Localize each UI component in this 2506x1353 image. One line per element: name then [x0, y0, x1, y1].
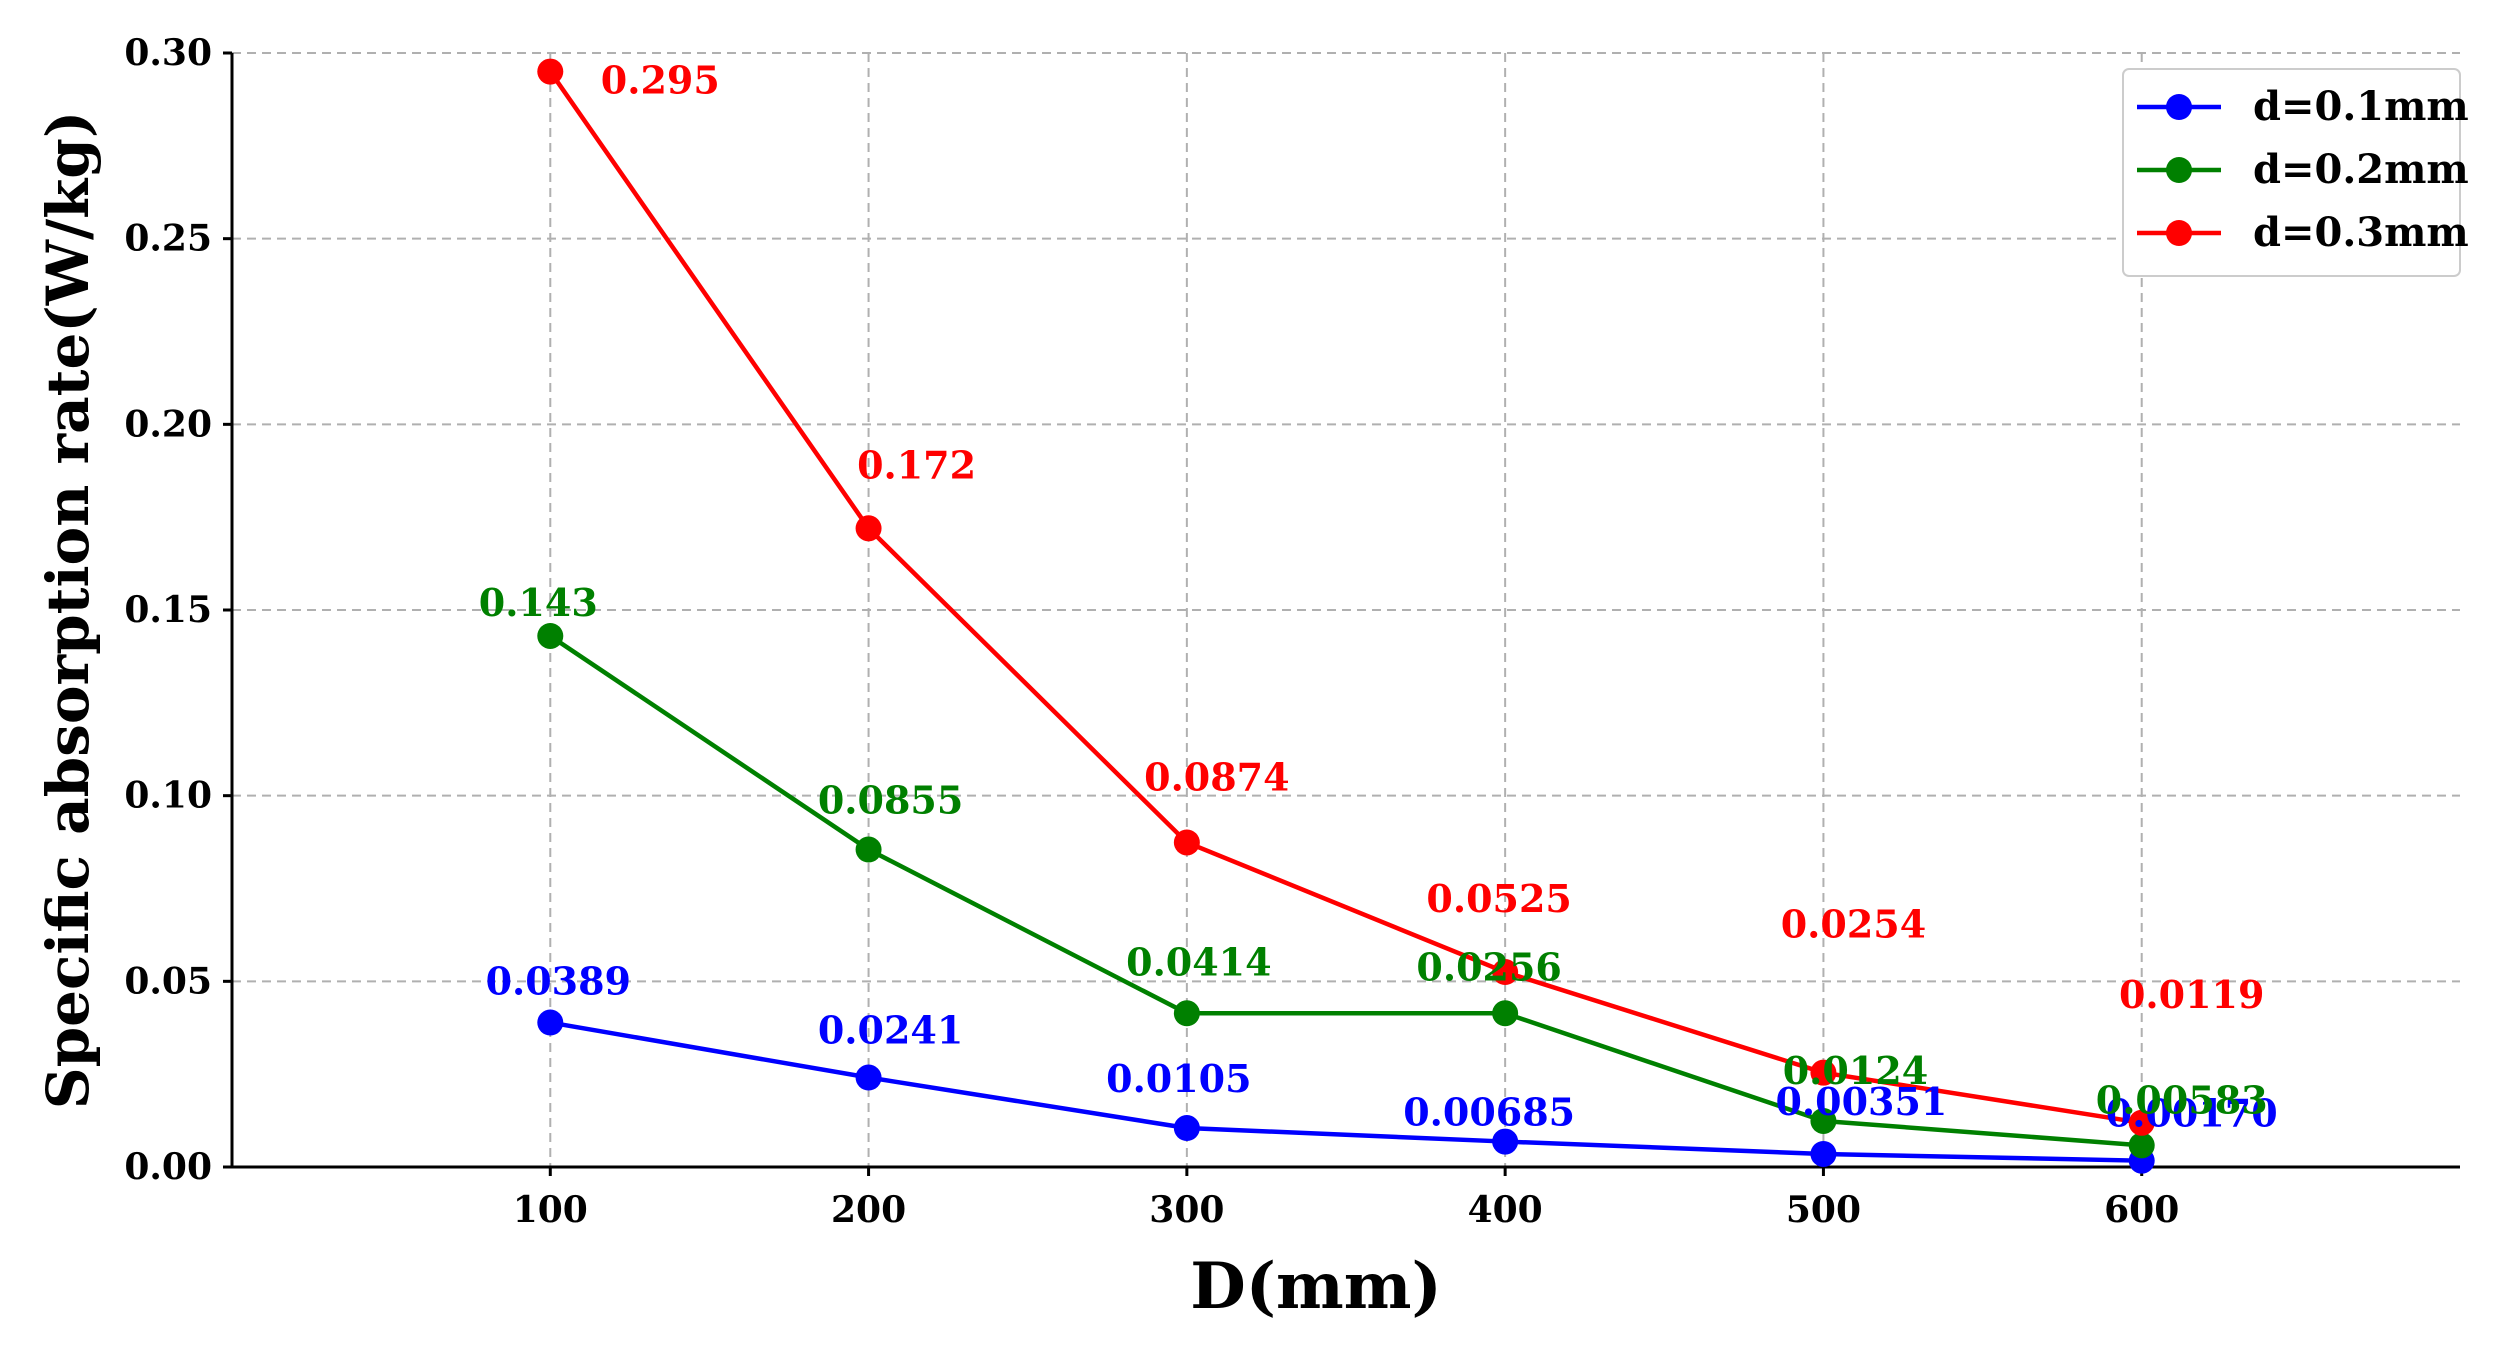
data-point	[537, 58, 564, 85]
data-label: 0.0105	[1106, 1056, 1251, 1101]
data-label: 0.0874	[1144, 754, 1289, 799]
data-label: 0.172	[857, 442, 976, 487]
grid	[232, 52, 2460, 1167]
legend-swatch-marker	[2166, 220, 2192, 246]
data-point	[855, 1064, 882, 1091]
series-line-d=0.2mm	[549, 634, 2142, 1148]
data-label: 0.0256	[1416, 944, 1561, 989]
x-tick-label: 300	[1149, 1189, 1224, 1231]
legend-label: d=0.1mm	[2253, 83, 2469, 130]
data-point	[855, 836, 882, 863]
data-label: 0.00351	[1775, 1079, 1947, 1124]
y-tick-label: 0.15	[124, 589, 212, 631]
data-label: 0.0254	[1781, 902, 1926, 947]
data-point	[2128, 1109, 2155, 1136]
legend-label: d=0.2mm	[2253, 146, 2469, 193]
data-point	[1173, 829, 1200, 856]
data-label: 0.00583	[2096, 1077, 2268, 1122]
data-point	[537, 622, 564, 649]
data-point	[1810, 1107, 1837, 1134]
data-label: 0.0124	[1783, 1048, 1928, 1093]
series-line-d=0.3mm	[548, 70, 2143, 1126]
data-point	[855, 515, 882, 542]
y-axis-title: Specific absorption rate(W/kg)	[34, 111, 102, 1110]
legend: d=0.1mm d=0.2mm d=0.3mm	[2122, 68, 2469, 277]
data-point	[1810, 1059, 1837, 1086]
data-point	[1492, 1000, 1519, 1027]
y-tick-label: 0.10	[124, 775, 212, 817]
y-tick-label: 0.30	[124, 32, 212, 74]
legend-label: d=0.3mm	[2253, 209, 2469, 256]
data-label: 0.0525	[1426, 876, 1571, 921]
data-point	[1492, 1128, 1519, 1155]
data-label: 0.0241	[818, 1008, 963, 1053]
series-line-d=0.1mm	[549, 1020, 2142, 1163]
axes: 100 200 300 400 500 600 0.00 0.05 0.10 0.15 0.20 0.…	[124, 32, 2460, 1231]
series-group	[537, 58, 2155, 1174]
x-axis-title: D(mm)	[1190, 1249, 1442, 1324]
y-tick-label: 0.25	[124, 218, 212, 260]
data-label: 0.295	[601, 58, 720, 103]
data-point	[1810, 1140, 1837, 1167]
data-point	[537, 1009, 564, 1036]
data-label: 0.0389	[486, 959, 631, 1004]
y-tick-label: 0.20	[124, 403, 212, 445]
data-label: 0.143	[479, 580, 598, 625]
x-tick-label: 200	[831, 1189, 906, 1231]
legend-swatch-marker	[2166, 94, 2192, 120]
data-point	[1492, 959, 1519, 986]
data-point	[1173, 1115, 1200, 1142]
y-tick-label: 0.05	[124, 960, 212, 1002]
data-label: 0.00170	[2106, 1091, 2278, 1136]
data-label: 0.0414	[1126, 939, 1271, 984]
legend-box	[2122, 68, 2461, 277]
data-label: 0.00685	[1403, 1090, 1575, 1135]
data-point	[1173, 1000, 1200, 1027]
data-point	[2128, 1132, 2155, 1159]
legend-swatch-marker	[2166, 157, 2192, 183]
x-tick-label: 100	[513, 1189, 588, 1231]
y-tick-label: 0.00	[124, 1146, 212, 1188]
x-tick-label: 500	[1786, 1189, 1861, 1231]
data-label: 0.0855	[818, 778, 963, 823]
data-label: 0.0119	[2119, 972, 2264, 1017]
x-tick-label: 400	[1468, 1189, 1543, 1231]
x-tick-label: 600	[2104, 1189, 2179, 1231]
